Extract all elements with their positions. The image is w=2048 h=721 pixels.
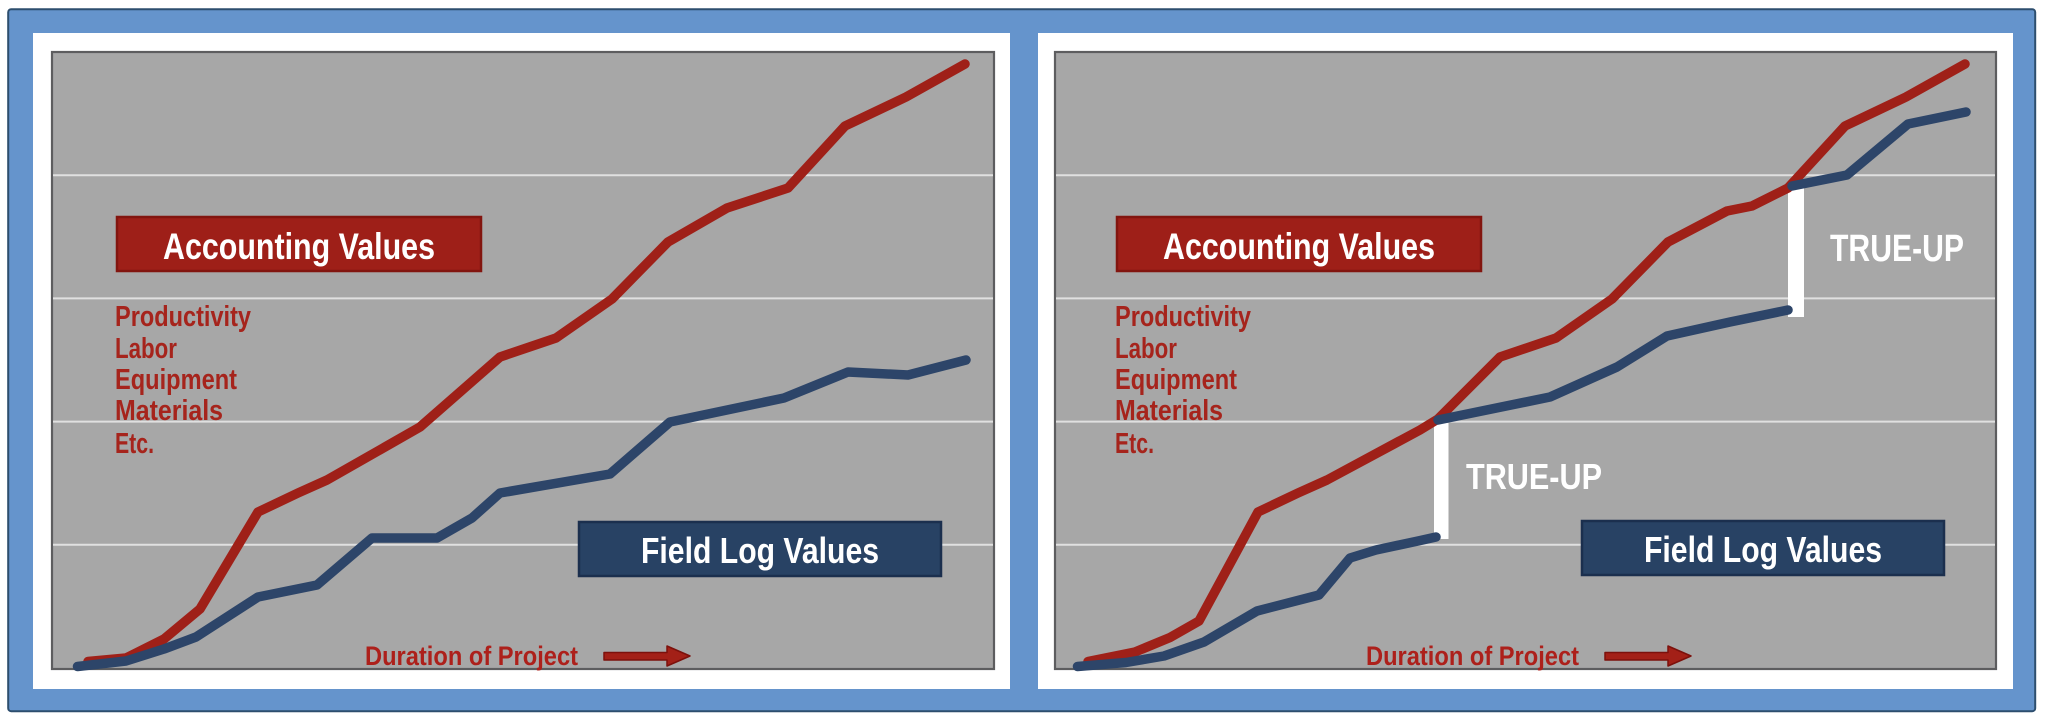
svg-text:Productivity: Productivity [1115,301,1251,333]
svg-text:Materials: Materials [1115,395,1223,427]
svg-text:Labor: Labor [115,333,177,365]
svg-text:Duration of Project: Duration of Project [1366,641,1579,671]
svg-text:Equipment: Equipment [115,364,237,396]
svg-text:Accounting Values: Accounting Values [1163,226,1435,267]
svg-text:Duration of Project: Duration of Project [365,641,578,671]
svg-text:Accounting Values: Accounting Values [163,226,435,267]
svg-text:Etc.: Etc. [115,428,154,460]
svg-text:TRUE-UP: TRUE-UP [1466,456,1602,497]
svg-text:Equipment: Equipment [1115,364,1237,396]
svg-text:Labor: Labor [1115,333,1177,365]
svg-text:Productivity: Productivity [115,301,251,333]
svg-text:Etc.: Etc. [1115,428,1154,460]
svg-text:Materials: Materials [115,395,223,427]
svg-text:Field Log Values: Field Log Values [1644,529,1882,570]
svg-text:Field Log Values: Field Log Values [641,530,879,571]
svg-text:TRUE-UP: TRUE-UP [1830,228,1964,270]
